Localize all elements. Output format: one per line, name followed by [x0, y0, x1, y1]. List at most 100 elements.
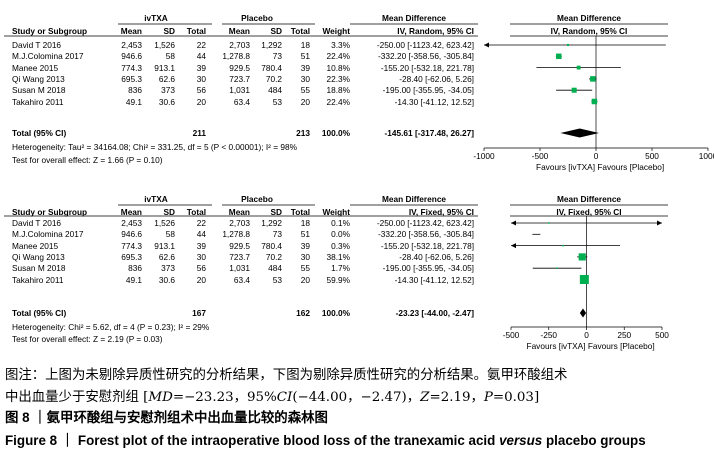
- header-md: Mean Difference: [381, 13, 447, 23]
- total-label: Total (95% CI): [12, 308, 67, 318]
- ivtxa-total: 22: [196, 218, 206, 228]
- caption-note-line2: 中出血量少于安慰剂组 [MD=−23.23，95%CI(−44.00，−2.47…: [5, 390, 540, 405]
- header-ci-right: IV, Fixed, 95% CI: [556, 207, 622, 217]
- placebo-mean: 1,278.8: [222, 229, 250, 240]
- favours-label: Favours [ivTXA] Favours [Placebo]: [536, 162, 665, 172]
- heterogeneity: Heterogeneity: Chi² = 5.62, df = 4 (P = …: [12, 322, 210, 332]
- forest-plot-fixed: ivTXA Placebo Mean Difference Mean Differen…: [0, 185, 714, 360]
- header-sd: SD: [163, 207, 175, 217]
- placebo-total: 18: [300, 218, 310, 228]
- study-weight: 22.3%: [326, 73, 350, 84]
- total-weight: 100.0%: [321, 308, 350, 318]
- ivtxa-sd: 913.1: [154, 62, 175, 73]
- x-tick-label: 250: [617, 330, 632, 340]
- placebo-sd: 1,292: [261, 40, 282, 50]
- placebo-sd: 70.2: [265, 73, 282, 84]
- ivtxa-mean: 946.6: [121, 51, 142, 62]
- ivtxa-sd: 373: [161, 85, 175, 96]
- effect-square: [571, 87, 577, 93]
- study-ci: -28.40 [-62.06, 5.26]: [399, 251, 474, 262]
- ci-arrow: [484, 42, 489, 48]
- effect-square: [590, 76, 596, 82]
- header-md-right: Mean Difference: [556, 194, 622, 204]
- study-weight: 22.4%: [326, 96, 350, 107]
- placebo-total: 20: [300, 96, 310, 107]
- ivtxa-total: 30: [196, 251, 206, 262]
- ivtxa-total: 20: [196, 274, 206, 285]
- placebo-mean: 2,703: [229, 218, 250, 228]
- study-ci: -250.00 [-1123.42, 623.42]: [376, 40, 474, 50]
- study-weight: 1.7%: [331, 263, 350, 274]
- placebo-mean: 63.4: [233, 96, 250, 107]
- x-tick-label: 0: [584, 330, 589, 340]
- study-ci: -28.40 [-62.06, 5.26]: [399, 73, 474, 84]
- ivtxa-mean: 836: [128, 263, 142, 274]
- ivtxa-mean: 2,453: [121, 218, 142, 228]
- placebo-total: 39: [300, 240, 310, 251]
- study-name: Takahiro 2011: [12, 274, 64, 285]
- header-placebo: Placebo: [241, 13, 273, 23]
- header-study: Study or Subgroup: [12, 26, 88, 36]
- placebo-total: 39: [300, 62, 310, 73]
- total-ivtxa: 167: [192, 308, 206, 318]
- x-tick-label: 1000: [698, 151, 714, 161]
- study-name: M.J.Colomina 2017: [12, 51, 84, 62]
- study-ci: -14.30 [-41.12, 12.52]: [394, 96, 474, 107]
- header-ci: IV, Fixed, 95% CI: [408, 207, 474, 217]
- x-tick-label: -500: [531, 151, 549, 161]
- x-tick-label: 0: [593, 151, 599, 161]
- header-total: Total: [186, 26, 206, 36]
- ivtxa-mean: 695.3: [121, 73, 142, 84]
- study-ci: -195.00 [-355.95, -34.05]: [382, 85, 474, 96]
- placebo-total: 18: [300, 40, 310, 50]
- study-name: Susan M 2018: [12, 85, 66, 96]
- x-tick-label: 500: [655, 330, 669, 340]
- study-ci: -14.30 [-41.12, 12.52]: [394, 274, 474, 285]
- x-tick-label: 500: [645, 151, 659, 161]
- study-ci: -155.20 [-532.18, 221.78]: [380, 240, 474, 251]
- placebo-mean: 1,031: [229, 85, 250, 96]
- header-ci: IV, Random, 95% CI: [397, 26, 474, 36]
- header-total: Total: [290, 26, 310, 36]
- study-weight: 38.1%: [326, 251, 350, 262]
- ivtxa-mean: 695.3: [121, 251, 142, 262]
- header-mean: Mean: [120, 207, 142, 217]
- placebo-total: 55: [300, 85, 310, 96]
- placebo-mean: 929.5: [229, 62, 250, 73]
- study-weight: 18.8%: [326, 85, 350, 96]
- forest-svg: [4, 23, 709, 151]
- effect-square: [556, 267, 558, 269]
- placebo-sd: 70.2: [265, 251, 282, 262]
- total-diamond: [560, 128, 599, 138]
- ivtxa-total: 56: [196, 85, 206, 96]
- total-ivtxa: 211: [192, 128, 206, 138]
- header-study: Study or Subgroup: [12, 207, 88, 217]
- ivtxa-total: 39: [196, 240, 206, 251]
- header-sd: SD: [270, 26, 282, 36]
- study-weight: 22.4%: [326, 51, 350, 62]
- ivtxa-total: 44: [196, 229, 206, 240]
- total-diamond: [579, 308, 587, 318]
- total-weight: 100.0%: [321, 128, 350, 138]
- header-weight: Weight: [322, 207, 351, 217]
- study-weight: 0.1%: [331, 218, 350, 228]
- figure-title-en: Figure 8 ｜ Forest plot of the intraopera…: [5, 433, 646, 448]
- ivtxa-total: 44: [196, 51, 206, 62]
- header-ci-right: IV, Random, 95% CI: [550, 26, 628, 36]
- placebo-sd: 780.4: [261, 240, 282, 251]
- ivtxa-mean: 836: [128, 85, 142, 96]
- effect-square: [562, 244, 564, 247]
- effect-square: [566, 43, 570, 47]
- ivtxa-sd: 30.6: [158, 274, 175, 285]
- x-tick-label: -500: [502, 330, 520, 340]
- figure-title-cn: 图 8 ｜氨甲环酸组与安慰剂组术中出血量比较的森林图: [5, 410, 328, 425]
- placebo-sd: 53: [272, 96, 282, 107]
- x-tick-label: -250: [540, 330, 558, 340]
- header-mean: Mean: [120, 26, 142, 36]
- study-name: Takahiro 2011: [12, 96, 64, 107]
- effect-square: [579, 275, 589, 284]
- total-placebo: 162: [296, 308, 310, 318]
- study-weight: 59.9%: [326, 274, 350, 285]
- ivtxa-mean: 49.1: [125, 274, 142, 285]
- placebo-total: 51: [300, 51, 310, 62]
